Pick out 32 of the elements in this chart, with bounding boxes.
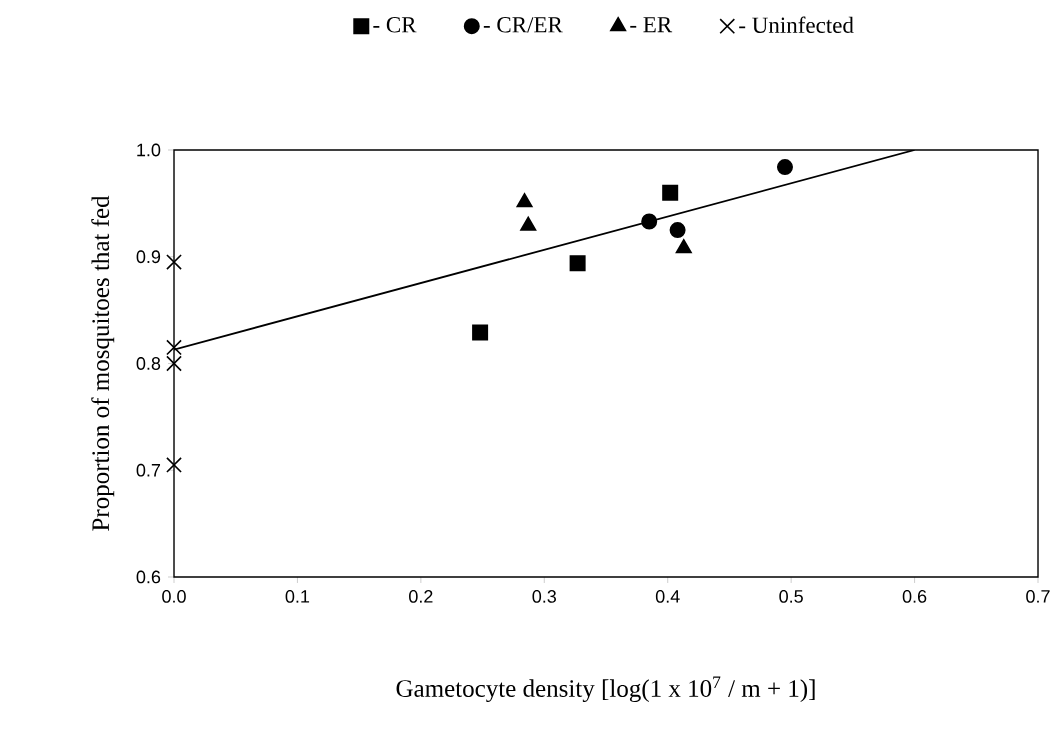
- point: [166, 254, 182, 270]
- point: [675, 239, 692, 254]
- legend-label: - CR: [373, 17, 417, 33]
- point: [641, 213, 658, 230]
- x-tick-label: 0.1: [285, 590, 310, 603]
- point: [669, 222, 686, 239]
- y-tick-label: 0.7: [136, 463, 161, 477]
- point: [166, 457, 182, 473]
- point: [166, 355, 182, 372]
- x-tick-label: 0.3: [532, 590, 557, 603]
- point: [516, 193, 533, 208]
- legend-label: - Uninfected: [739, 16, 854, 33]
- point: [776, 159, 793, 176]
- y-tick-label: 0.8: [136, 357, 161, 370]
- x-axis-title: Gametocyte density [log(1 x 10$^{7}$ / m + 1)]: [396, 676, 815, 703]
- x-tick-label: 0.6: [902, 590, 927, 603]
- y-axis-title: Proportion of mosquitoes that fed: [91, 195, 115, 531]
- point: [569, 255, 586, 272]
- point: [166, 339, 182, 356]
- x-tick-label: 0.4: [655, 590, 680, 603]
- y-tick-label: 1.0: [137, 143, 161, 157]
- point: [520, 216, 537, 231]
- x-tick-label: 0.7: [1026, 590, 1050, 603]
- point: [662, 184, 679, 201]
- legend-label: - ER: [630, 17, 673, 33]
- x-tick-label: 0.0: [162, 590, 186, 603]
- x-tick-label: 0.2: [409, 590, 433, 603]
- y-tick-label: 0.9: [136, 250, 161, 264]
- point: [472, 324, 489, 341]
- x-tick-label: 0.5: [779, 590, 803, 603]
- y-tick-label: 0.6: [136, 570, 161, 584]
- legend-label: - CR/ER: [483, 17, 563, 33]
